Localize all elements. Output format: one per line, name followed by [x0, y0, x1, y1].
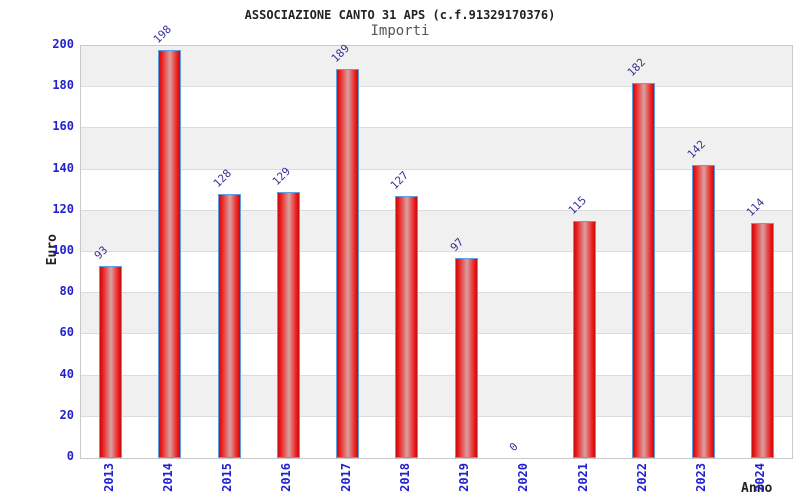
gridline — [81, 333, 792, 335]
plot-band — [81, 293, 792, 335]
gridline — [81, 168, 792, 170]
chart-subtitle: Importi — [370, 23, 430, 39]
chart-title: ASSOCIAZIONE CANTO 31 APS (c.f.913291703… — [244, 8, 556, 22]
bar-2021 — [573, 221, 597, 458]
bar-2024 — [750, 223, 774, 458]
bar-2018 — [395, 196, 419, 458]
gridline — [81, 127, 792, 129]
x-tick-label-2013: 2013 — [101, 463, 116, 492]
gridline — [81, 374, 792, 376]
gridline — [81, 86, 792, 88]
gridline — [81, 209, 792, 211]
y-tick-label-40: 40 — [59, 366, 74, 381]
x-tick-label-2022: 2022 — [634, 463, 649, 492]
x-tick-label-2016: 2016 — [279, 463, 294, 492]
x-tick-label-2024: 2024 — [753, 463, 768, 492]
x-tick-label-2023: 2023 — [694, 463, 709, 492]
x-tick-label-2018: 2018 — [397, 463, 412, 492]
bar-2017 — [336, 68, 360, 458]
bar-2014 — [158, 50, 182, 458]
bar-2016 — [276, 192, 300, 458]
x-tick-label-2019: 2019 — [457, 463, 472, 492]
plot-area — [80, 45, 793, 459]
plot-band — [81, 46, 792, 88]
y-tick-label-120: 120 — [52, 201, 74, 216]
y-tick-label-180: 180 — [52, 78, 74, 93]
gridline — [81, 251, 792, 252]
gridline — [81, 415, 792, 417]
y-tick-label-20: 20 — [59, 407, 74, 422]
x-tick-label-2017: 2017 — [338, 463, 353, 492]
plot-band — [81, 375, 792, 417]
y-tick-label-200: 200 — [52, 37, 74, 51]
y-tick-label-100: 100 — [52, 243, 74, 257]
y-tick-label-160: 160 — [52, 119, 74, 134]
x-tick-label-2015: 2015 — [220, 463, 235, 492]
bar-2023 — [691, 165, 715, 458]
x-axis-title: Anno — [741, 481, 773, 496]
y-tick-label-140: 140 — [52, 160, 74, 175]
x-tick-label-2014: 2014 — [160, 463, 175, 492]
bar-2013 — [99, 266, 123, 458]
y-tick-label-60: 60 — [59, 325, 74, 340]
bar-2015 — [217, 194, 241, 458]
gridline — [81, 292, 792, 294]
bar-2022 — [632, 83, 656, 458]
y-tick-label-0: 0 — [66, 449, 74, 463]
plot-band — [81, 210, 792, 252]
y-tick-label-80: 80 — [59, 284, 74, 299]
bar-2019 — [454, 258, 478, 458]
x-tick-label-2020: 2020 — [516, 463, 531, 492]
x-tick-label-2021: 2021 — [575, 463, 590, 492]
plot-band — [81, 128, 792, 170]
